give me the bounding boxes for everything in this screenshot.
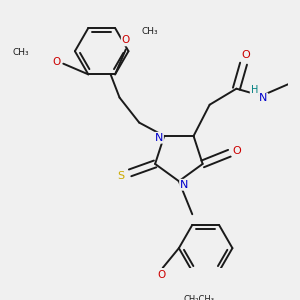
Text: O: O [232,146,241,155]
Text: O: O [122,35,130,46]
Text: O: O [157,270,165,280]
Text: CH₃: CH₃ [13,49,29,58]
Text: S: S [118,170,125,181]
Text: O: O [241,50,250,60]
Text: H: H [250,85,258,95]
Text: CH₂CH₃: CH₂CH₃ [183,296,214,300]
Text: N: N [259,94,267,103]
Text: O: O [52,57,60,67]
Text: CH₃: CH₃ [142,27,158,36]
Text: N: N [180,180,188,190]
Text: N: N [154,133,163,143]
